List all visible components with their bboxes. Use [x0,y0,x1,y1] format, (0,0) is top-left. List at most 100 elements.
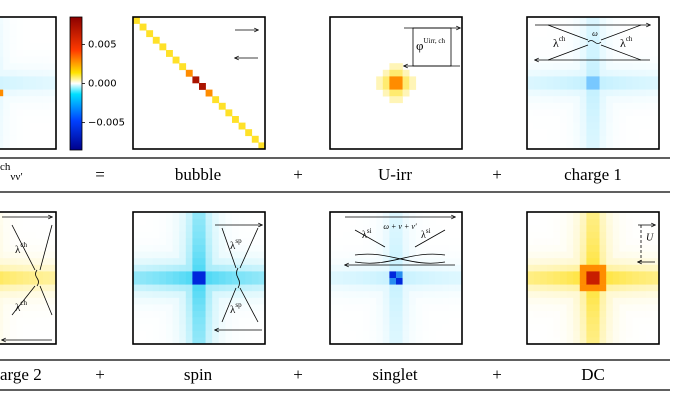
heatmap-cell [527,297,534,305]
heatmap-cell [185,218,193,226]
heatmap-cell [218,238,226,246]
heatmap-cell [369,317,377,325]
heatmap-cell [560,231,567,239]
heatmap-cell [42,212,50,219]
heatmap-cell [16,23,24,31]
heatmap-cell [599,109,607,117]
heatmap-cell [435,291,443,299]
heatmap-cell [139,284,147,292]
heatmap-cell [540,23,548,31]
heatmap-cell [29,212,37,219]
heatmap-cell [566,69,574,77]
heatmap-cell [527,271,534,279]
heatmap-cell [540,231,548,239]
heatmap-cell [533,245,541,252]
heatmap-cell [23,278,30,285]
heatmap-cell [599,43,607,51]
heatmap-cell [382,89,390,97]
heatmap-cell [9,330,17,338]
heatmap-cell [652,311,660,318]
heatmap-cell [645,102,653,110]
heatmap-cell [0,17,4,24]
heatmap-cell [49,17,57,24]
heatmap-cell [396,291,403,299]
heatmap-cell [49,69,57,77]
heatmap-cell [389,231,397,239]
heatmap-cell [606,258,614,266]
heatmap-cell [330,297,337,305]
heatmap-cell [619,102,627,110]
heatmap-cell [185,225,193,233]
heatmap-cell [16,17,24,24]
heatmap-cell [0,311,4,318]
heatmap-cell [533,17,541,24]
heatmap-cell [586,212,594,219]
heatmap-cell [422,264,430,272]
heatmap-cell [212,297,220,305]
heatmap-cell [205,337,213,345]
heatmap-cell [533,271,541,279]
heatmap-cell [396,258,403,266]
heatmap-cell [3,30,11,38]
heatmap-cell [185,238,193,246]
heatmap-cell [560,76,567,84]
heatmap-cell [527,324,534,332]
heatmap-cell [573,225,581,233]
heatmap-cell [599,291,607,299]
heatmap-cell [49,258,57,266]
heatmap-cell [586,122,594,130]
heatmap-cell [205,212,213,219]
diagram-line [221,227,237,269]
heatmap-cell [579,17,587,24]
heatmap-cell [172,251,180,259]
heatmap-cell [36,324,44,332]
heatmap-cell [632,284,640,292]
diagram-line [354,229,386,248]
heatmap-cell [409,271,417,279]
heatmap-cell [553,83,561,90]
heatmap-cell [238,304,246,312]
heatmap-cell [9,284,17,292]
heatmap-cell [23,291,30,299]
heatmap-cell [586,304,594,312]
heatmap-cell [369,324,377,332]
heatmap-cell [533,284,541,292]
heatmap-cell [652,116,660,123]
heatmap-cell [396,218,403,226]
heatmap-cell [645,284,653,292]
heatmap-cell [23,50,30,57]
heatmap-cell [159,337,167,345]
heatmap-cell [389,76,397,84]
heatmap-cell [336,337,344,345]
heatmap-cell [573,36,581,44]
heatmap-cell [527,264,534,272]
heatmap-cell [218,264,226,272]
heatmap-cell [36,89,44,97]
heatmap-cell [619,36,627,44]
heatmap-cell [166,311,173,318]
heatmap-cell [599,89,607,97]
heatmap-cell [553,245,561,252]
heatmap-cell [49,251,57,259]
heatmap-cell [330,337,337,345]
heatmap-cell [612,83,620,90]
heatmap-cell [586,50,594,57]
heatmap-cell [205,238,213,246]
heatmap-cell [448,245,456,252]
heatmap-cell [442,231,450,239]
heatmap-cell [49,278,57,285]
heatmap-cell [336,330,344,338]
heatmap-cell [626,116,633,123]
heatmap-cell [205,311,213,318]
heatmap-cell [612,271,620,279]
heatmap-cell [172,245,180,252]
heatmap-cell [553,122,561,130]
heatmap-cell [232,271,239,279]
heatmap-cell [245,337,253,345]
heatmap-cell [645,89,653,97]
heatmap-cell [645,212,653,219]
heatmap-cell [0,69,4,77]
heatmap-cell [356,284,364,292]
heatmap-cell [429,238,436,246]
heatmap-cell [36,271,44,279]
